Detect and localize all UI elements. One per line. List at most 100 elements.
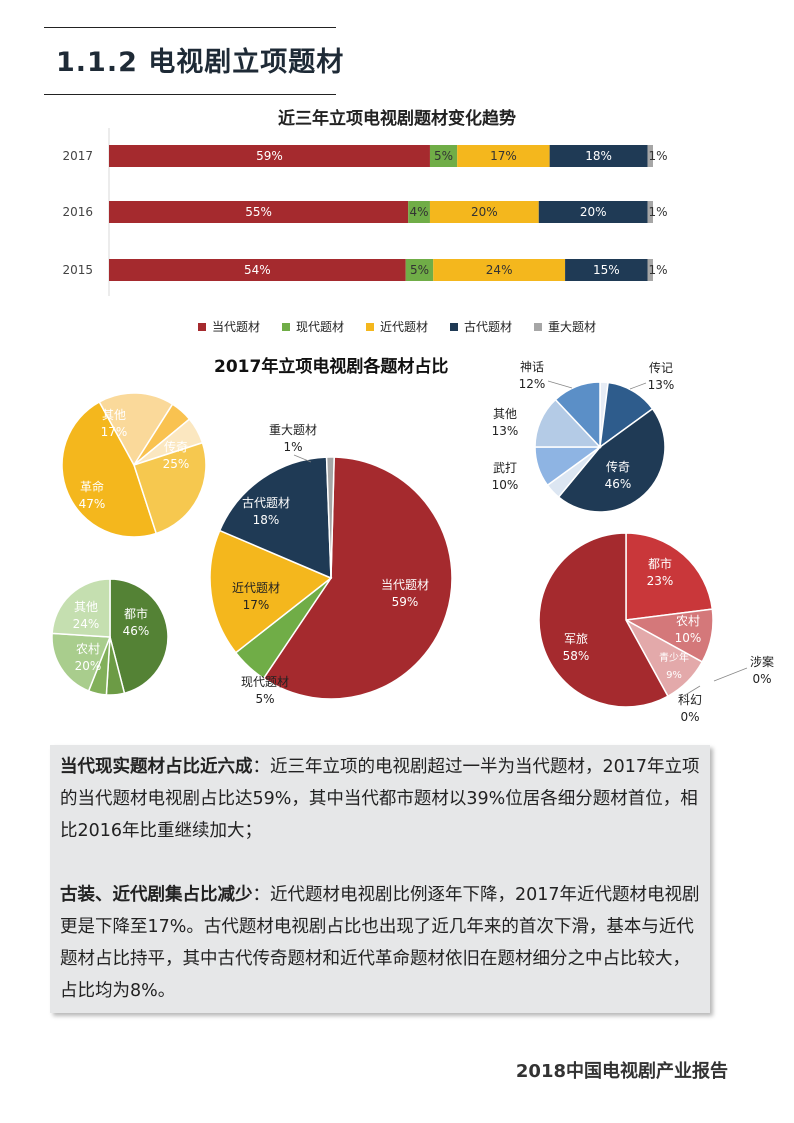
pie-data-label: 24% — [73, 617, 100, 631]
pie-slice-name: 传奇 — [164, 439, 188, 454]
pie-slice-name: 现代题材 — [241, 675, 289, 689]
summary-paragraph-2: 古装、近代剧集占比减少：近代题材电视剧比例逐年下降，2017年近代题材电视剧更是… — [60, 879, 702, 1007]
pie-data-label: 9% — [666, 670, 682, 681]
bar-data-label: 55% — [245, 205, 272, 219]
pie-data-label: 58% — [563, 649, 590, 663]
pie-data-label: 18% — [253, 513, 280, 527]
pie-slice — [262, 456, 453, 700]
bar-chart-title: 近三年立项电视剧题材变化趋势 — [278, 109, 516, 129]
leader-line — [681, 685, 701, 698]
pie-slice — [209, 529, 333, 654]
bar-segment — [429, 201, 539, 223]
pie-slice-name: 农村 — [76, 642, 100, 656]
pie-data-label: 17% — [243, 598, 270, 612]
bar-data-label: 18% — [585, 149, 612, 163]
legend-item-xiandai: 现代题材 — [281, 318, 344, 335]
pie-data-label: 25% — [163, 457, 190, 471]
pie-slice-name: 传奇 — [606, 459, 630, 474]
bar-data-label: 20% — [471, 205, 498, 219]
bar-data-label: 59% — [256, 149, 283, 163]
pie-slice — [325, 456, 335, 579]
legend-swatch — [534, 322, 543, 331]
summary-text-2: ：近代题材电视剧比例逐年下降，2017年近代题材电视剧更是下降至17%。古代题材… — [60, 885, 700, 1001]
pie-slice — [51, 578, 111, 638]
pie-slice — [218, 456, 332, 580]
pie-slice — [61, 400, 158, 538]
legend-label: 当代题材 — [211, 320, 260, 334]
title-rule-bottom — [44, 94, 336, 95]
bar-data-label: 15% — [593, 263, 620, 277]
legend-swatch — [281, 322, 290, 331]
bar-data-label: 1% — [649, 149, 668, 163]
bar-data-label: 5% — [434, 149, 453, 163]
charts-canvas: 2017 59% 5% 17% 18% 1% 2016 55% 4% 20% 20% 1% 2015 54… — [51, 128, 774, 724]
bar-data-label: 5% — [410, 263, 429, 277]
bar-data-label: 54% — [244, 263, 271, 277]
bar-segment — [405, 259, 434, 281]
bar-data-label: 17% — [490, 149, 517, 163]
pie-data-label: 46% — [123, 624, 150, 638]
pie-data-label: 13% — [492, 424, 519, 438]
pie-slice-name: 青少年 — [659, 651, 689, 664]
legend-item-zhongda: 重大题材 — [534, 318, 596, 335]
bar-segment — [647, 201, 653, 223]
pie-data-label: 5% — [255, 692, 274, 706]
bar-category-label: 2016 — [62, 205, 93, 219]
bar-data-label: 1% — [649, 263, 668, 277]
bar-segment — [457, 145, 550, 167]
pie-slice-name: 农村 — [676, 614, 700, 628]
bar-segment — [549, 145, 648, 167]
pie-data-label: 10% — [492, 478, 519, 492]
pie-data-label: 17% — [101, 425, 128, 439]
title-rule-top — [44, 27, 336, 28]
bar-data-label: 24% — [486, 263, 513, 277]
pie-slice-name: 其他 — [74, 600, 98, 614]
pie-data-label: 46% — [605, 477, 632, 491]
pie-data-label: 0% — [680, 710, 699, 724]
bar-data-label: 20% — [580, 205, 607, 219]
pie-data-label: 59% — [392, 595, 419, 609]
pie-slice-name: 传记 — [649, 360, 673, 375]
pie-slice-name: 当代题材 — [381, 578, 429, 592]
pie-data-label: 23% — [647, 574, 674, 588]
pie-slice-name: 古代题材 — [242, 495, 290, 510]
legend-swatch — [450, 322, 458, 331]
report-footer: 2018中国电视剧产业报告 — [515, 1061, 728, 1082]
leader-line — [293, 454, 312, 463]
legend-item-jindai: 近代题材 — [365, 318, 428, 335]
pie-slice — [51, 632, 112, 692]
legend-label: 现代题材 — [295, 320, 344, 334]
legend-label: 重大题材 — [548, 320, 597, 334]
pie-data-label: 13% — [648, 378, 675, 392]
bar-segment — [433, 259, 566, 281]
bar-segment — [647, 145, 653, 167]
legend-swatch — [197, 322, 206, 331]
bar-segment — [565, 259, 648, 281]
pie-slice-name: 军旅 — [564, 632, 588, 646]
pie-slice-name: 武打 — [493, 461, 517, 475]
pie-slice-name: 涉案 — [750, 654, 774, 669]
legend-item-dangdai: 当代题材 — [197, 318, 260, 335]
summary-heading-2: 古装、近代剧集占比减少 — [60, 885, 253, 905]
bar-category-label: 2017 — [62, 149, 93, 163]
bar-chart-legend: 当代题材 现代题材 近代题材 古代题材 重大题材 — [0, 318, 794, 335]
summary-paragraph-1: 当代现实题材占比近六成：近三年立项的电视剧超过一半为当代题材，2017年立项的当… — [60, 751, 702, 847]
section-title: 1.1.2 电视剧立项题材 — [56, 47, 345, 78]
bar-data-label: 4% — [410, 205, 429, 219]
pie-slice-name: 革命 — [80, 479, 104, 494]
pie-slice-name: 都市 — [648, 556, 672, 571]
pie-data-label: 47% — [79, 497, 106, 511]
bar-segment — [109, 201, 409, 223]
summary-text-1: ：近三年立项的电视剧超过一半为当代题材，2017年立项的当代题材电视剧占比达59… — [60, 757, 700, 841]
legend-label: 古代题材 — [464, 320, 513, 334]
pie-data-label: 1% — [283, 440, 302, 454]
pie-data-label: 10% — [675, 631, 702, 645]
summary-heading-1: 当代现实题材占比近六成 — [60, 757, 253, 777]
pie-slice-name: 都市 — [124, 606, 148, 621]
bar-segment — [647, 259, 653, 281]
pie-slice — [625, 532, 714, 621]
bar-segment — [109, 259, 406, 281]
legend-item-gudai: 古代题材 — [450, 318, 512, 335]
pie-slice — [538, 532, 669, 708]
pie-slice — [133, 441, 207, 535]
